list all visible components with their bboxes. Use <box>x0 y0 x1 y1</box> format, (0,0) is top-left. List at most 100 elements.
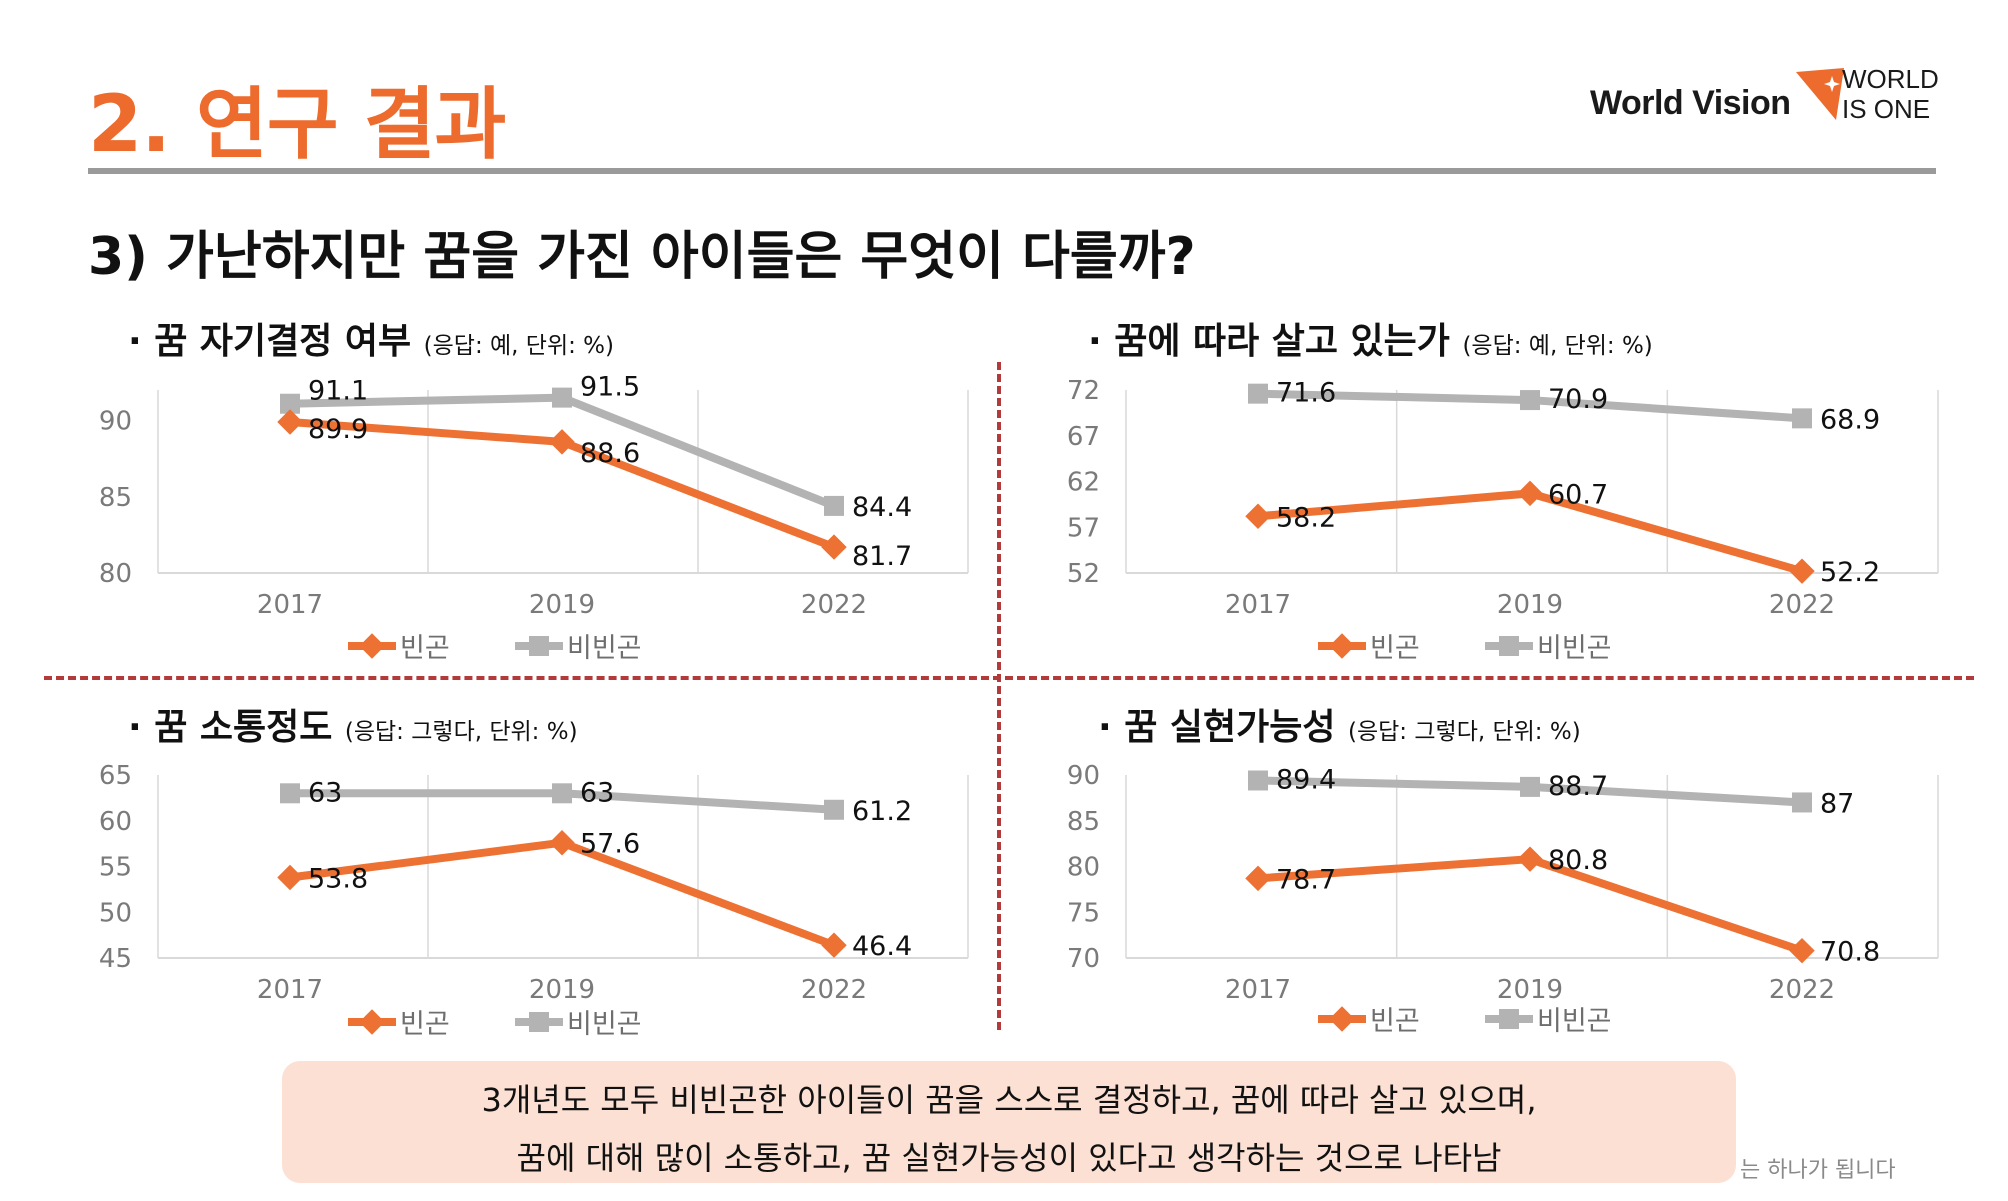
x-tick-label: 2019 <box>529 975 595 1005</box>
data-point <box>280 783 300 804</box>
y-tick-label: 80 <box>99 559 132 589</box>
footer-text: 는 하나가 됩니다 <box>1740 1158 1896 1183</box>
series-poor <box>277 829 847 958</box>
logo-wedge-icon <box>1796 68 1844 120</box>
chart-communication: 45 50 55 60 65 2017 2019 2022 53.8 57.6 46.4 63 63 61… <box>99 761 969 1040</box>
legend-swatch-marker <box>1499 1009 1519 1029</box>
legend-item-nonpoor: 비빈곤 <box>1485 633 1612 664</box>
vertical-divider <box>997 362 1001 1030</box>
series-nonpoor <box>1248 383 1812 429</box>
data-point <box>549 429 575 455</box>
y-tick-label: 72 <box>1067 376 1100 406</box>
x-tick-label: 2017 <box>1225 590 1291 620</box>
world-vision-logo: World Vision WORLD IS ONE <box>1590 62 1960 132</box>
chart-title-self-determination: · 꿈 자기결정 여부 (응답: 예, 단위: %) <box>128 312 614 364</box>
x-tick-label: 2022 <box>1769 975 1835 1005</box>
x-tick-label: 2017 <box>1225 975 1291 1005</box>
data-label: 60.7 <box>1548 479 1608 510</box>
y-tick-label: 90 <box>99 407 132 437</box>
data-label: 84.4 <box>852 492 912 523</box>
x-tick-label: 2019 <box>1497 975 1563 1005</box>
page-title: 2. 연구 결과 <box>88 80 506 170</box>
data-label: 57.6 <box>580 829 640 860</box>
data-point <box>1248 770 1268 791</box>
data-label: 88.6 <box>580 438 640 469</box>
legend: 빈곤 비빈곤 <box>348 1009 642 1040</box>
legend-swatch-marker <box>529 636 549 656</box>
data-point <box>1520 390 1540 411</box>
data-point <box>552 783 572 804</box>
y-tick-label: 75 <box>1067 898 1100 928</box>
x-tick-label: 2017 <box>257 590 323 620</box>
data-label: 89.9 <box>308 414 368 445</box>
series-nonpoor <box>280 387 844 516</box>
summary-box: 3개년도 모두 비빈곤한 아이들이 꿈을 스스로 결정하고, 꿈에 따라 살고 … <box>282 1061 1736 1183</box>
chart-title-text: · 꿈 자기결정 여부 <box>128 321 412 362</box>
logo-brand: World Vision <box>1590 84 1791 122</box>
data-point <box>821 534 847 560</box>
y-tick-label: 45 <box>99 944 132 974</box>
data-point <box>1792 792 1812 813</box>
summary-line-2: 꿈에 대해 많이 소통하고, 꿈 실현가능성이 있다고 생각하는 것으로 나타남 <box>516 1139 1502 1177</box>
series-nonpoor <box>1248 770 1812 813</box>
data-label: 70.8 <box>1820 937 1880 968</box>
data-point <box>277 864 303 891</box>
legend-label: 비빈곤 <box>567 633 642 664</box>
data-label: 61.2 <box>852 796 912 827</box>
chart-note: (응답: 예, 단위: %) <box>423 333 615 359</box>
series-line <box>1257 855 1804 955</box>
legend-item-nonpoor: 비빈곤 <box>515 1009 642 1040</box>
data-label: 52.2 <box>1820 557 1880 588</box>
data-label: 88.7 <box>1548 771 1608 802</box>
data-label: 87 <box>1820 788 1854 819</box>
data-point <box>824 799 844 820</box>
chart-title-feasibility: · 꿈 실현가능성 (응답: 그렇다, 단위: %) <box>1098 698 1581 750</box>
y-tick-label: 62 <box>1067 468 1100 498</box>
data-label: 53.8 <box>308 863 368 894</box>
y-tick-label: 60 <box>99 807 132 837</box>
data-point <box>549 829 575 856</box>
chart-title-living-by-dream: · 꿈에 따라 살고 있는가 (응답: 예, 단위: %) <box>1088 312 1653 364</box>
y-tick-label: 55 <box>99 853 132 883</box>
legend-label: 빈곤 <box>1370 1006 1420 1037</box>
y-tick-label: 65 <box>99 761 132 791</box>
data-label: 80.8 <box>1548 845 1608 876</box>
data-label: 81.7 <box>852 541 912 572</box>
legend-item-poor: 빈곤 <box>1318 1006 1420 1037</box>
y-tick-label: 70 <box>1067 944 1100 974</box>
legend: 빈곤 비빈곤 <box>348 633 642 664</box>
data-point <box>1517 846 1543 872</box>
section-title: 3) 가난하지만 꿈을 가진 아이들은 무엇이 다를까? <box>88 227 1196 287</box>
legend-label: 빈곤 <box>1370 633 1420 664</box>
legend-item-nonpoor: 비빈곤 <box>1485 1006 1612 1037</box>
data-point <box>280 393 300 414</box>
horizontal-divider <box>44 676 1974 680</box>
legend-label: 비빈곤 <box>1537 633 1612 664</box>
chart-body: 45 50 55 60 65 2017 2019 2022 53.8 57.6 46.4 63 63 61… <box>99 761 969 1040</box>
data-point <box>1792 408 1812 429</box>
data-label: 63 <box>308 777 342 808</box>
legend-item-nonpoor: 비빈곤 <box>515 633 642 664</box>
chart-title-text: · 꿈 소통정도 <box>128 707 333 748</box>
y-tick-label: 85 <box>99 483 132 513</box>
x-tick-label: 2022 <box>1769 590 1835 620</box>
x-tick-label: 2019 <box>1497 590 1563 620</box>
data-label: 58.2 <box>1276 502 1336 533</box>
data-point <box>1520 776 1540 797</box>
legend-label: 비빈곤 <box>567 1009 642 1040</box>
summary-line-1: 3개년도 모두 비빈곤한 아이들이 꿈을 스스로 결정하고, 꿈에 따라 살고 … <box>481 1081 1537 1119</box>
chart-title-text: · 꿈에 따라 살고 있는가 <box>1088 321 1450 362</box>
gridlines <box>157 390 969 574</box>
data-label: 89.4 <box>1276 764 1336 795</box>
data-point <box>552 387 572 408</box>
logo-tagline-is-one: IS ONE <box>1842 94 1931 124</box>
y-tick-label: 90 <box>1067 761 1100 791</box>
data-point <box>1248 383 1268 404</box>
data-label: 70.9 <box>1548 384 1608 415</box>
data-point <box>821 932 847 958</box>
title-rule <box>88 168 1936 174</box>
legend-swatch-marker <box>529 1012 549 1032</box>
series-poor <box>277 409 847 560</box>
y-tick-label: 52 <box>1067 559 1100 589</box>
chart-living-by-dream: 52 57 62 67 72 2017 2019 2022 58.2 60.7 52.2 71.6 70… <box>1067 376 1939 664</box>
